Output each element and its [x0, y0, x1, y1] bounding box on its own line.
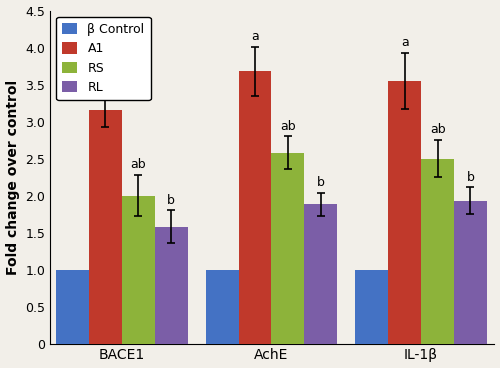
Text: b: b: [168, 194, 175, 207]
Text: a: a: [102, 78, 109, 91]
Text: a: a: [401, 36, 408, 49]
Bar: [304, 205, 338, 344]
Bar: [388, 81, 421, 344]
Bar: [56, 270, 89, 344]
Bar: [206, 270, 238, 344]
Text: ab: ab: [280, 120, 295, 133]
Y-axis label: Fold change over control: Fold change over control: [6, 79, 20, 275]
Text: b: b: [466, 171, 474, 184]
Bar: [122, 195, 154, 344]
Text: ab: ab: [130, 158, 146, 171]
Text: a: a: [251, 30, 259, 43]
Bar: [454, 201, 487, 344]
Legend: β Control, A1, RS, RL: β Control, A1, RS, RL: [56, 17, 151, 100]
Text: b: b: [317, 176, 325, 189]
Bar: [238, 71, 272, 344]
Bar: [154, 227, 188, 344]
Text: ab: ab: [430, 123, 446, 137]
Bar: [89, 110, 122, 344]
Bar: [272, 153, 304, 344]
Bar: [421, 159, 454, 344]
Bar: [356, 270, 388, 344]
